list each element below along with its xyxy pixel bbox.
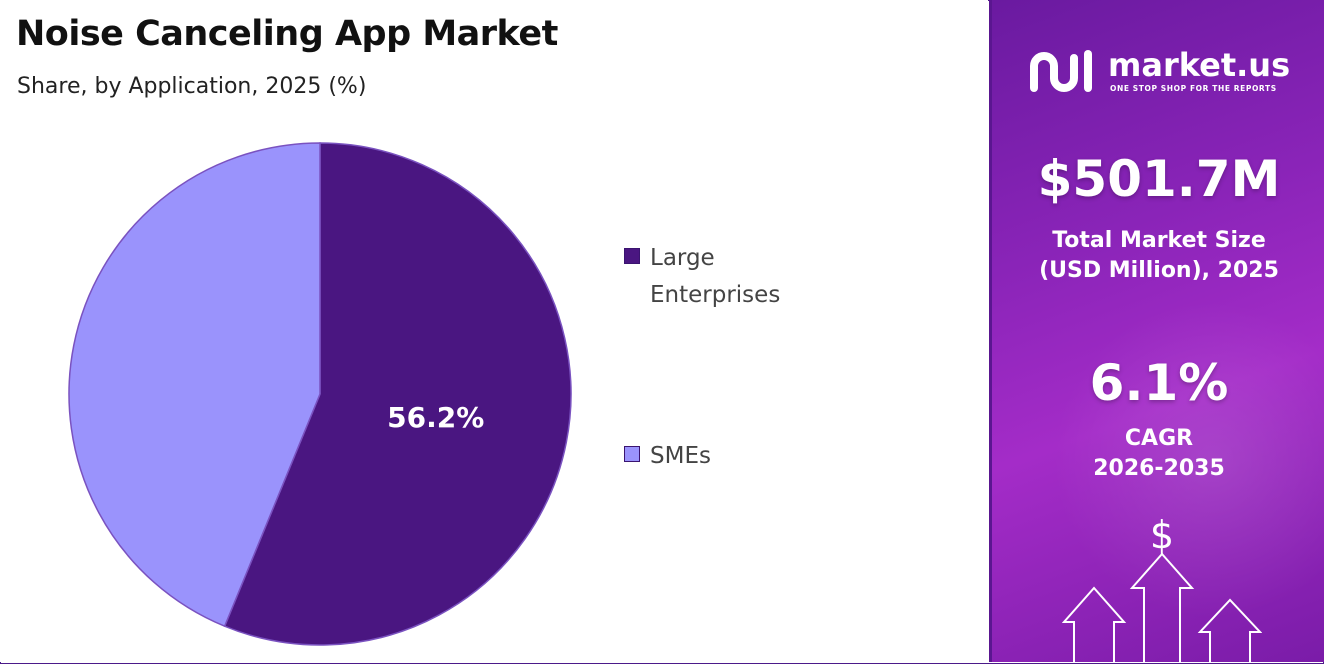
svg-text:$: $ [1150, 513, 1174, 557]
legend-label-large-enterprises: Large Enterprises [650, 245, 781, 308]
chart-title: Noise Canceling App Market [16, 14, 558, 54]
summary-sidebar: market.us ONE STOP SHOP FOR THE REPORTS … [989, 0, 1324, 662]
market-us-logo-icon [1030, 50, 1092, 92]
cagr-value: 6.1% [1089, 354, 1229, 412]
background-glow [1052, 300, 1324, 620]
market-size-value: $501.7M [1037, 150, 1281, 208]
legend-swatch-smes [624, 446, 640, 462]
brand-logo: market.us ONE STOP SHOP FOR THE REPORTS [1028, 44, 1318, 104]
pie-chart: 56.2% [68, 142, 572, 646]
chart-subtitle: Share, by Application, 2025 (%) [17, 74, 367, 99]
market-size-label-line1: Total Market Size [1052, 228, 1266, 253]
brand-tagline: ONE STOP SHOP FOR THE REPORTS [1110, 84, 1277, 93]
cagr-label-line2: 2026-2035 [1093, 456, 1225, 481]
pie-slice-label-large-enterprises: 56.2% [387, 401, 484, 434]
market-size-label-line2: (USD Million), 2025 [1039, 258, 1279, 283]
cagr-label-line1: CAGR [1124, 426, 1194, 451]
legend-swatch-large-enterprises [624, 248, 640, 264]
chart-panel: Noise Canceling App Market Share, by App… [16, 14, 781, 646]
dollar-growth-arrows-icon: $ [1062, 513, 1262, 662]
legend-label-smes: SMEs [650, 443, 711, 469]
pie-slice-large-enterprises [223, 142, 572, 646]
pie-slice-smes [68, 142, 321, 628]
brand-name: market.us [1108, 46, 1291, 84]
